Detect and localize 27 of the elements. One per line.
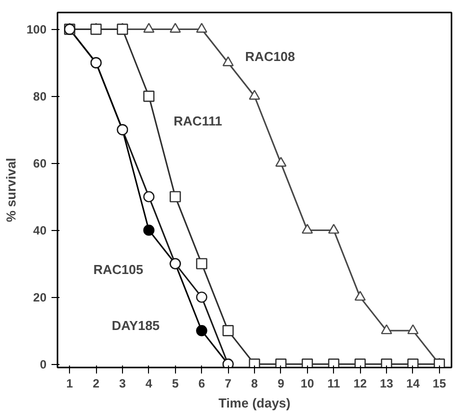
text: DAY185 <box>112 318 160 334</box>
x-tick-label: 5 <box>172 376 179 390</box>
x-tick-label: 8 <box>251 376 258 390</box>
y-axis-title: % survival <box>3 158 18 222</box>
y-tick-label: 60 <box>33 156 47 171</box>
x-tick-label: 10 <box>300 376 314 390</box>
text: RAC105 <box>93 262 144 278</box>
y-tick-label: 0 <box>40 358 47 372</box>
x-tick-label: 9 <box>278 376 285 390</box>
x-tick-label: 2 <box>92 376 100 390</box>
x-tick-label: 4 <box>146 376 153 390</box>
x-axis-title: Time (days) <box>218 396 291 410</box>
x-tick-label: 3 <box>119 376 126 390</box>
series-label: RAC108 <box>245 49 296 64</box>
y-tick-label: 80 <box>33 90 47 104</box>
x-tick-label: 14 <box>406 376 420 390</box>
y-tick-label: 40 <box>33 224 47 238</box>
x-tick-label: 11 <box>327 376 340 390</box>
x-tick-label: 1 <box>66 376 74 390</box>
x-tick-label: 12 <box>353 376 368 390</box>
x-tick-label: 6 <box>198 376 206 390</box>
series-label: RAC111 <box>174 114 222 129</box>
x-tick-label: 15 <box>432 376 446 390</box>
x-tick-label: 7 <box>224 376 232 390</box>
x-tick-label: 13 <box>380 376 394 390</box>
y-tick-label: 20 <box>33 290 47 305</box>
y-tick-label: 100 <box>26 22 47 37</box>
